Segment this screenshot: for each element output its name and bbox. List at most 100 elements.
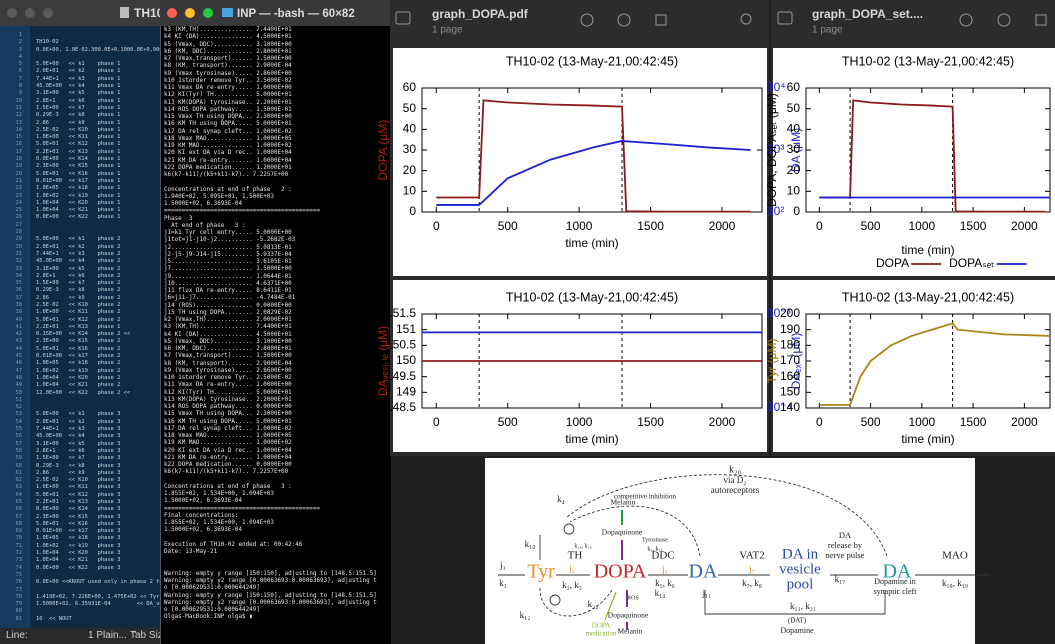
line-number: 58 — [2, 448, 22, 455]
line-text: 0.01E+00 << k17 phase 3 — [36, 528, 120, 535]
line-text: 2.2E+01 << K13 phase 1 — [36, 149, 120, 156]
pdf-page — [773, 280, 1055, 452]
terminal-line: j5....................... 3.6105E-01 — [164, 259, 377, 266]
x-tick-label: 1500 — [637, 219, 664, 233]
line-number: 21 — [2, 178, 22, 185]
sidebar-icon[interactable] — [396, 12, 410, 24]
diagram-label: release by — [828, 540, 863, 550]
terminal-line: k22 DOPA medication...... 1.2000E+01 — [164, 165, 377, 172]
line-text: 0.0E+00 << K14 phase 1 — [36, 156, 120, 163]
line-text: 2.86 << k9 phase 2 — [36, 295, 120, 302]
terminal-line: j15 TH using DOPA........ 2.0829E-02 — [164, 310, 377, 317]
terminal-line: j1=k1 Tyr cell entry..... 5.0000E+00 — [164, 230, 377, 237]
line-text: 1.0E+02 << k19 phase 1 — [36, 193, 120, 200]
series-line — [436, 141, 750, 205]
diagram-label: ROS — [627, 595, 639, 601]
terminal-line: k5 (Vmax, DDC)........... 3.1000E+00 — [164, 42, 377, 49]
terminal-line: k15 Vmax TH using DOPA... 2.3000E+00 — [164, 114, 377, 121]
x-tick-label: 1000 — [908, 219, 935, 233]
terminal-line: k6(k7-k11)/(k5+k11-k7).. 7.2257E+00 — [164, 469, 377, 476]
line-text: 5.0E+00 << k1 phase 1 — [36, 61, 120, 68]
sidebar-icon[interactable] — [778, 12, 792, 24]
line-text: 2.86 << k9 phase 3 — [36, 470, 120, 477]
line-number: 13 — [2, 120, 22, 127]
terminal-line: k15 Vmax TH using DOPA... 2.3000E+00 — [164, 411, 377, 418]
zoom-out[interactable] — [581, 14, 593, 26]
x-tick-label: 1000 — [566, 415, 593, 429]
terminal-line: k16 KM TH using DOPA..... 5.0000E+01 — [164, 419, 377, 426]
terminal-line: k12 KI(Tyr) TH........... 5.0000E+01 — [164, 390, 377, 397]
line-number: 47 — [2, 368, 22, 375]
inhibition-arrow — [570, 506, 700, 556]
line-number: 50 — [2, 390, 22, 397]
x-tick-label: 500 — [498, 415, 518, 429]
diagram-label: VAT2 — [739, 550, 764, 562]
terminal-line: j10...................... 4.6371E+00 — [164, 281, 377, 288]
search[interactable] — [741, 14, 751, 24]
diagram-label: Dopamine in — [874, 577, 916, 586]
terminal-line: k9 (Vmax tyrosinase)..... 2.8600E+00 — [164, 368, 377, 375]
zoom-out[interactable] — [960, 14, 972, 26]
diagram — [485, 458, 975, 644]
diagram-label: Melanin — [611, 498, 636, 507]
zoom-in[interactable] — [998, 14, 1010, 26]
diagram-arrows — [498, 475, 990, 630]
plot-frame — [422, 88, 762, 212]
legend-label: DOPA — [876, 256, 909, 270]
diagram-label: (DAT) — [788, 617, 807, 625]
line-number: 46 — [2, 360, 22, 367]
line-number: 19 — [2, 163, 22, 170]
terminal-line: k6 (KM, DDC)............. 2.8000E+01 — [164, 49, 377, 56]
line-number: 56 — [2, 433, 22, 440]
chart: TH10-02 (13-May-21,00:42:45)050010001500… — [376, 54, 803, 250]
line-text: 3.1E+00 << k5 phase 3 — [36, 441, 120, 448]
line-text: 0.29E-3 << k8 phase 2 — [36, 287, 120, 294]
diagram-label: k₁₃, k₁₆ — [574, 543, 591, 549]
line-number: 25 — [2, 207, 22, 214]
line-text: 0.0E+00 <<KROUT used only in phase 2 for — [36, 579, 166, 586]
zoom-in[interactable] — [618, 14, 630, 26]
line-number: 22 — [2, 185, 22, 192]
diagram-label: synaptic cleft — [874, 587, 918, 596]
x-tick-label: 0 — [433, 219, 440, 233]
terminal-line: j2....................... 5.0813E-01 — [164, 245, 377, 252]
line-text: 0.01E+00 << k17 phase 1 — [36, 178, 120, 185]
terminal-window: k3 (KM,TH)............... 7.4400E+01k4 K… — [160, 0, 391, 644]
line-number: 51 — [2, 397, 22, 404]
line-text: 2.0E+01 << k2 phase 2 — [36, 244, 120, 251]
line-number: 80 — [2, 608, 22, 615]
line-number: 38 — [2, 302, 22, 309]
line-number: 14 — [2, 127, 22, 134]
line-text: 0.0E+00, 1.0E-02,300.0E+0,1000.0E+0,900.… — [36, 47, 179, 54]
inhibition-arrow — [540, 588, 612, 616]
line-number: 41 — [2, 324, 22, 331]
pdf-page — [393, 280, 767, 452]
terminal-line: k17 DA rel synap cleft... 1.0000E-02 — [164, 426, 377, 433]
terminal-line: j7....................... 1.5000E+00 — [164, 266, 377, 273]
line-number: 52 — [2, 404, 22, 411]
pdf-window — [390, 0, 770, 456]
line-number: 70 — [2, 535, 22, 542]
terminal-line: k9 (Vmax tyrosinase)..... 2.8600E+00 — [164, 71, 377, 78]
share[interactable] — [656, 15, 666, 25]
line-number: 39 — [2, 309, 22, 316]
share[interactable] — [1036, 15, 1046, 25]
chart: TH10-02 (13-May-21,00:42:45)050010001500… — [765, 54, 1050, 270]
line-number: 4 — [2, 54, 22, 61]
terminal-line: o [0.000629531:0.000644249] — [164, 607, 377, 614]
x-axis-label: time (min) — [565, 236, 618, 250]
line-text: 12.0E+00 << K22 phase 2 << — [36, 390, 130, 397]
line-text: 1.0E+04 << K20 phase 3 — [36, 550, 120, 557]
y2-tick-label: 10³ — [767, 142, 784, 156]
series-line — [819, 323, 1050, 404]
x-axis-label: time (min) — [565, 432, 618, 446]
line-number: 74 — [2, 565, 22, 572]
line-number: 49 — [2, 382, 22, 389]
line-text: 7.44E+1 << k3 phase 1 — [36, 76, 120, 83]
x-axis-label: time (min) — [901, 432, 954, 446]
line-text: 5.0E+01 << K12 phase 3 — [36, 492, 120, 499]
diagram-label: k₉, k₁₃ — [647, 546, 662, 552]
diagram-label: nerve pulse — [826, 550, 865, 560]
line-text: 2.0E+01 << k2 phase 3 — [36, 419, 120, 426]
line-number: 61 — [2, 470, 22, 477]
